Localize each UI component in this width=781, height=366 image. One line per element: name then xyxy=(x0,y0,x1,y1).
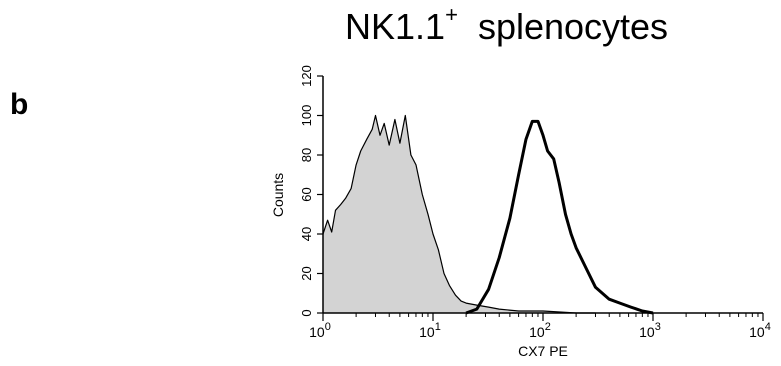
y-tick-label: 100 xyxy=(299,105,314,127)
panel-letter: b xyxy=(10,88,29,121)
chart-title: NK1.1+ splenocytes xyxy=(345,2,669,48)
x-tick-label: 100 xyxy=(309,321,331,340)
chart-title-main: NK1.1 xyxy=(345,6,446,47)
y-tick-label: 0 xyxy=(299,309,314,316)
chart-title-rest: splenocytes xyxy=(477,6,669,47)
y-tick-label: 80 xyxy=(299,148,314,162)
x-axis-label: CX7 PE xyxy=(518,343,568,359)
x-tick-label: 102 xyxy=(529,321,551,340)
y-tick-label: 60 xyxy=(299,187,314,201)
series-line-cx7-stain xyxy=(465,119,654,315)
series-layer xyxy=(322,114,654,315)
x-tick-label: 101 xyxy=(419,321,441,340)
y-tick-label: 20 xyxy=(299,266,314,280)
x-tick-label: 103 xyxy=(639,321,661,340)
y-tick-label: 40 xyxy=(299,227,314,241)
chart-title-superscript: + xyxy=(445,2,458,27)
axes-layer: 0 20 40 60 80 100 120 100 101 102 103 104 xyxy=(299,65,771,340)
x-tick-label: 104 xyxy=(749,321,771,340)
y-axis-label: Counts xyxy=(270,173,286,217)
series-fill-isotype-control xyxy=(323,115,596,313)
y-tick-label: 120 xyxy=(299,65,314,87)
